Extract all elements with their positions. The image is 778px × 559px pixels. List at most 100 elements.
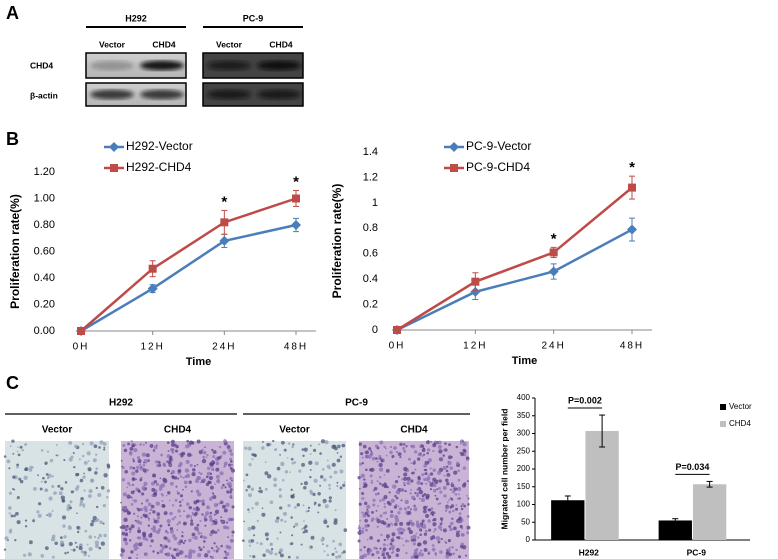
cell-dot xyxy=(438,486,441,490)
cell-dot xyxy=(268,550,274,555)
cell-dot xyxy=(136,553,139,556)
cell-dot xyxy=(166,531,169,535)
y-axis-label: Proliferation rate(%) xyxy=(8,194,22,309)
cell-dot xyxy=(182,488,184,491)
cell-dot xyxy=(79,500,84,504)
cell-dot xyxy=(102,442,107,446)
cell-dot xyxy=(420,552,424,557)
cell-dot xyxy=(448,499,450,501)
cell-dot xyxy=(205,456,208,459)
cell-dot xyxy=(184,539,187,542)
cell-dot xyxy=(231,534,234,537)
cell-dot xyxy=(279,531,282,534)
cell-dot xyxy=(131,483,135,487)
cell-dot xyxy=(181,531,184,534)
cell-dot xyxy=(188,440,194,445)
cell-dot xyxy=(455,533,460,538)
cell-dot xyxy=(121,466,125,470)
cell-dot xyxy=(413,548,418,553)
cell-dot xyxy=(392,484,397,489)
cell-dot xyxy=(257,490,260,493)
cell-dot xyxy=(137,526,141,530)
cell-dot xyxy=(162,462,167,467)
cell-dot xyxy=(449,466,454,470)
cell-dot xyxy=(179,539,184,544)
cell-dot xyxy=(94,540,100,545)
cell-dot xyxy=(16,495,20,499)
cell-dot xyxy=(364,524,368,528)
cell-dot xyxy=(225,479,228,482)
cell-dot xyxy=(442,528,447,533)
cell-dot xyxy=(53,491,57,496)
cell-dot xyxy=(130,440,133,443)
cell-dot xyxy=(62,524,66,528)
cell-dot xyxy=(399,488,404,493)
cell-dot xyxy=(378,455,382,458)
error-bar xyxy=(706,480,713,488)
cell-dot xyxy=(390,544,395,550)
cell-dot xyxy=(203,553,209,558)
y-tick-label: 100 xyxy=(517,500,531,509)
cell-dot xyxy=(174,498,178,502)
cell-dot xyxy=(202,455,206,459)
cell-dot xyxy=(183,510,185,512)
cell-dot xyxy=(261,440,264,443)
cell-dot xyxy=(195,499,199,503)
cell-dot xyxy=(457,487,462,492)
cell-dot xyxy=(187,452,192,457)
cell-dot xyxy=(269,500,274,505)
cell-dot xyxy=(421,454,424,457)
cell-dot xyxy=(322,501,326,504)
cell-dot xyxy=(341,443,346,448)
cell-dot xyxy=(322,468,325,471)
cell-dot xyxy=(133,448,138,453)
cell-dot xyxy=(369,536,373,540)
cell-dot xyxy=(464,554,468,557)
cell-dot xyxy=(160,453,164,457)
legend-swatch xyxy=(720,404,726,410)
cell-dot xyxy=(140,541,143,544)
cell-dot xyxy=(124,533,129,537)
cell-dot xyxy=(212,469,215,472)
cell-dot xyxy=(437,440,442,445)
cell-dot xyxy=(120,459,123,462)
cell-dot xyxy=(384,447,387,450)
cell-dot xyxy=(375,509,378,512)
cell-dot xyxy=(457,469,460,472)
cell-dot xyxy=(16,450,19,453)
cell-dot xyxy=(130,550,134,554)
y-tick-label: 1.4 xyxy=(363,146,378,158)
cell-dot xyxy=(390,498,395,503)
cell-dot xyxy=(442,485,447,490)
cell-dot xyxy=(320,439,326,444)
cell-dot xyxy=(463,482,467,486)
cell-dot xyxy=(79,478,84,483)
cell-dot xyxy=(404,499,409,505)
cell-dot xyxy=(217,456,221,460)
cell-dot xyxy=(281,440,285,445)
cell-dot xyxy=(301,448,305,451)
cell-dot xyxy=(440,457,444,461)
cell-dot xyxy=(412,534,417,539)
cell-dot xyxy=(264,461,267,464)
cell-dot xyxy=(203,540,206,543)
cell-dot xyxy=(309,489,313,493)
cell-dot xyxy=(448,525,452,528)
cell-dot xyxy=(248,462,252,467)
y-axis-label: Proliferation rate(%) xyxy=(330,184,344,299)
cell-dot xyxy=(357,539,361,543)
cell-dot xyxy=(369,452,374,456)
cell-dot xyxy=(189,522,194,526)
cell-dot xyxy=(160,493,164,496)
cell-dot xyxy=(193,526,198,531)
cell-dot xyxy=(152,518,155,521)
cell-dot xyxy=(245,489,248,492)
cell-dot xyxy=(132,466,136,470)
cell-dot xyxy=(427,458,432,463)
cell-dot xyxy=(44,480,47,484)
cell-dot xyxy=(403,476,408,481)
cell-dot xyxy=(431,544,435,547)
cell-dot xyxy=(411,444,416,449)
cell-dot xyxy=(406,481,411,485)
cell-dot xyxy=(202,546,205,549)
